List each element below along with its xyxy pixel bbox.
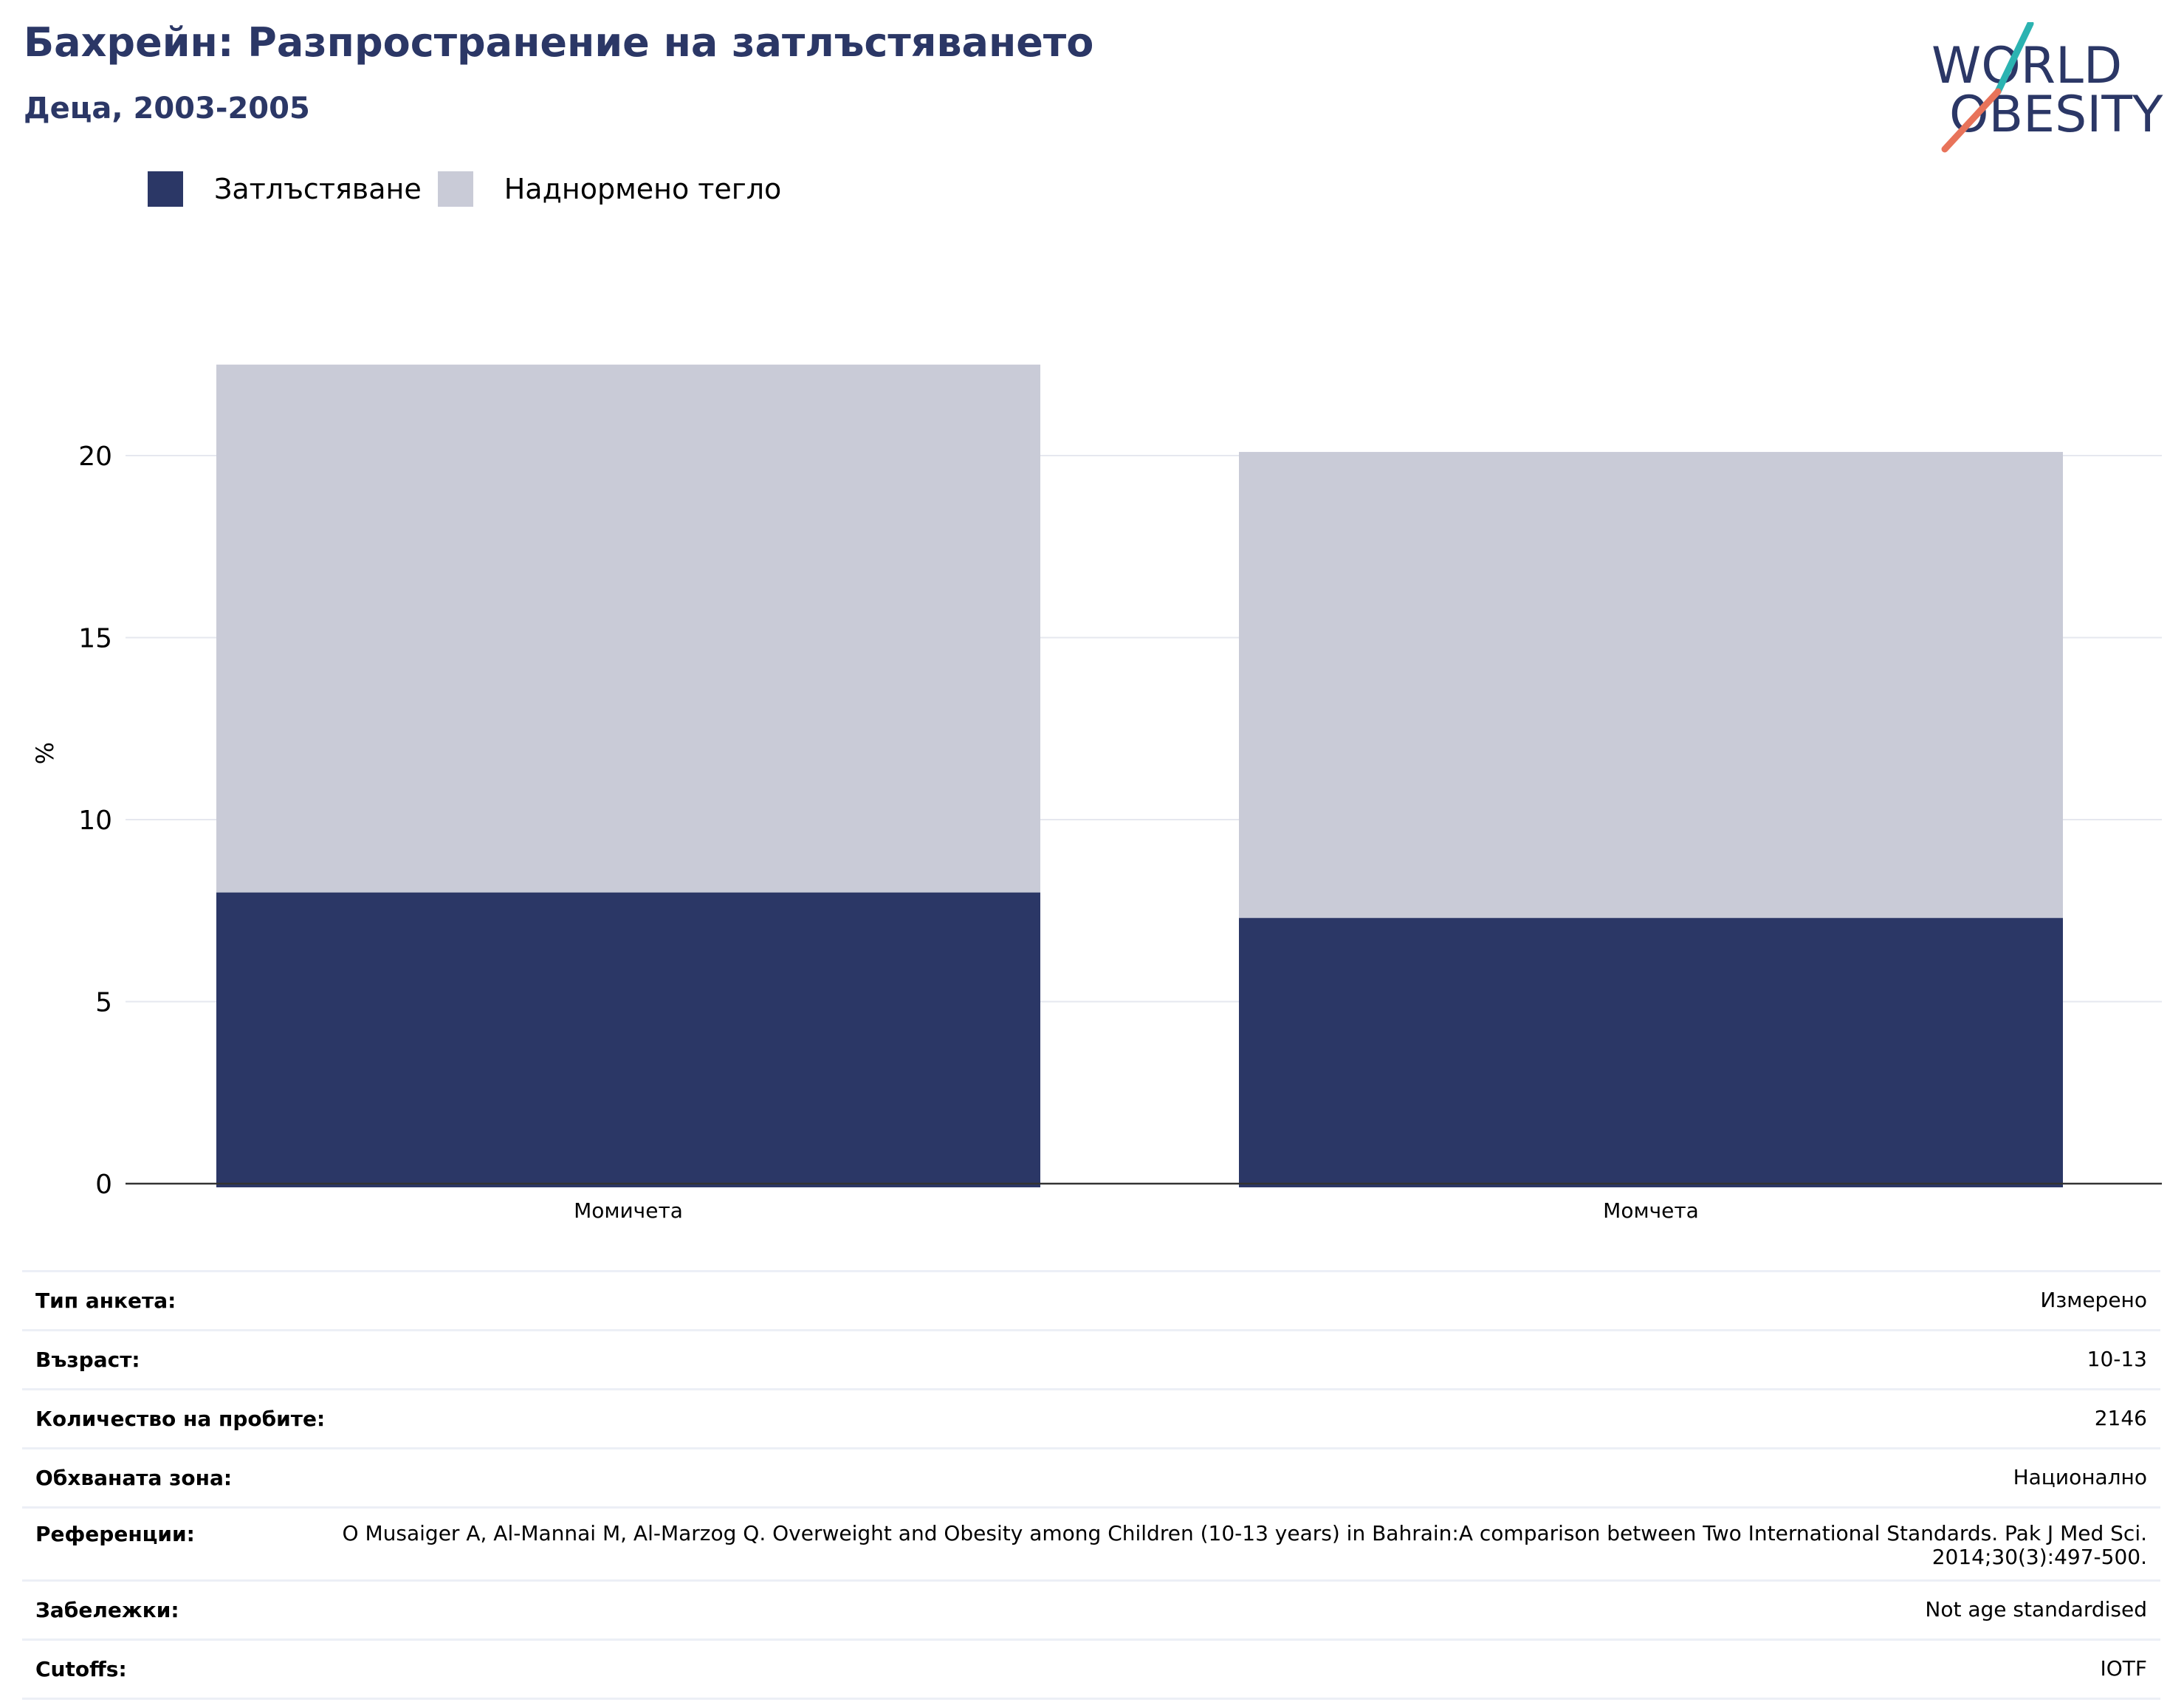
- legend-item-obesity: Затлъстяване: [148, 171, 422, 207]
- bar-overweight-1: [1239, 452, 2063, 919]
- info-key: Референции:: [35, 1522, 195, 1546]
- legend-label-overweight: Наднормено тегло: [504, 173, 782, 205]
- logo-coral-slash: [1941, 88, 2002, 153]
- survey-info-table: Тип анкета: Измерено Възраст: 10-13 Количест…: [22, 1270, 2160, 1700]
- page-subtitle: Деца, 2003-2005: [24, 92, 310, 126]
- info-row: Възраст: 10-13: [22, 1331, 2160, 1390]
- legend-item-overweight: Наднормено тегло: [437, 171, 782, 207]
- chart-legend: Затлъстяване Наднормено тегло: [148, 171, 797, 207]
- logo-line1: WORLD: [1931, 37, 2122, 95]
- info-row: Тип анкета: Измерено: [22, 1272, 2160, 1331]
- info-row: Обхваната зона: Национално: [22, 1449, 2160, 1509]
- info-key: Обхваната зона:: [35, 1466, 233, 1490]
- bar-overweight-0: [216, 364, 1040, 893]
- legend-swatch-overweight: [437, 171, 473, 207]
- info-value: O Musaiger A, Al-Mannai M, Al-Marzog Q. …: [342, 1521, 2147, 1569]
- y-axis-label: %: [31, 742, 59, 764]
- info-value: IOTF: [2100, 1656, 2147, 1681]
- legend-swatch-obesity: [148, 171, 183, 207]
- info-row: Cutoffs: IOTF: [22, 1641, 2160, 1700]
- y-tick-label: 15: [78, 624, 112, 654]
- info-key: Възраст:: [35, 1348, 140, 1372]
- info-value: Национално: [2013, 1465, 2147, 1489]
- info-row: Количество на пробите: 2146: [22, 1390, 2160, 1449]
- info-row: Референции: O Musaiger A, Al-Mannai M, Al…: [22, 1509, 2160, 1582]
- logo-line2: OBESITY: [1949, 86, 2163, 144]
- x-tick-label: Момчета: [1603, 1198, 1699, 1223]
- y-tick-label: 20: [78, 442, 112, 472]
- info-value: Not age standardised: [1925, 1597, 2147, 1622]
- info-key: Количество на пробите:: [35, 1407, 326, 1431]
- info-value: 2146: [2094, 1406, 2147, 1430]
- logo-teal-slash: [1994, 22, 2034, 95]
- bar-obesity-0: [216, 892, 1040, 1187]
- stacked-bar-chart: 0 5 10 15 20% Момичета Момчета: [31, 364, 2162, 1223]
- info-value: Измерено: [2040, 1288, 2147, 1312]
- info-row: Забележки: Not age standardised: [22, 1582, 2160, 1641]
- bar-obesity-1: [1239, 918, 2063, 1187]
- y-tick-label: 5: [95, 988, 112, 1018]
- legend-label-obesity: Затлъстяване: [214, 173, 422, 205]
- y-tick-label: 10: [78, 806, 112, 836]
- info-key: Забележки:: [35, 1598, 179, 1622]
- info-value: 10-13: [2087, 1347, 2147, 1371]
- info-key: Cutoffs:: [35, 1657, 127, 1681]
- info-key: Тип анкета:: [35, 1288, 176, 1313]
- page-title: Бахрейн: Разпространение на затлъстяване…: [24, 19, 1094, 66]
- y-tick-label: 0: [95, 1170, 112, 1200]
- world-obesity-logo: WORLD OBESITY: [1931, 22, 2163, 153]
- x-tick-label: Момичета: [574, 1198, 683, 1223]
